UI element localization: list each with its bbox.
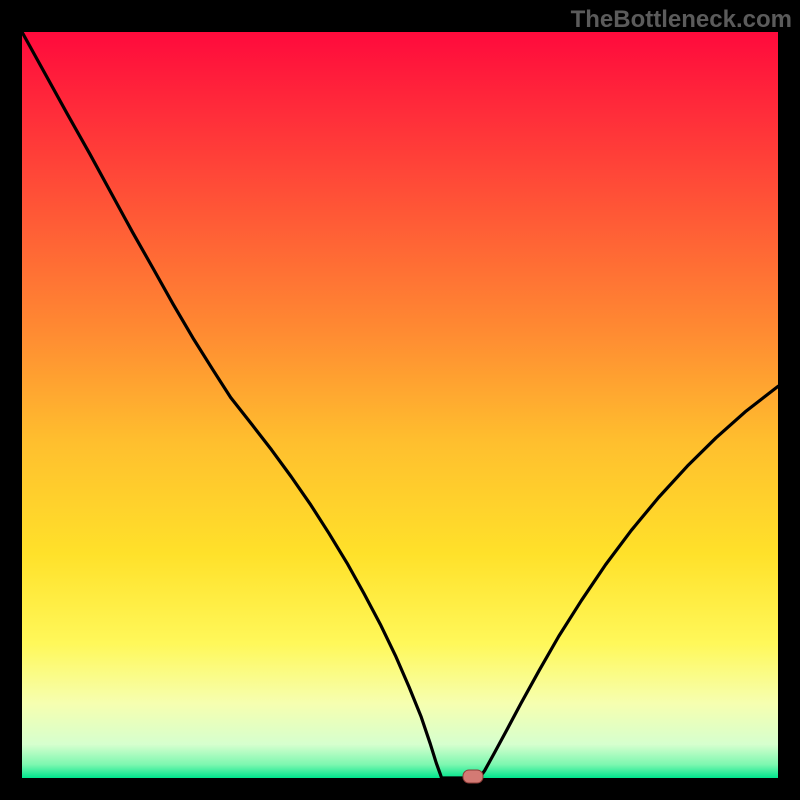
optimum-marker-pill: [463, 770, 483, 783]
bottleneck-curve: [22, 32, 778, 778]
plot-area: [22, 32, 778, 778]
optimum-marker: [461, 768, 485, 785]
curve-path: [22, 32, 778, 778]
watermark-text: TheBottleneck.com: [571, 6, 792, 34]
